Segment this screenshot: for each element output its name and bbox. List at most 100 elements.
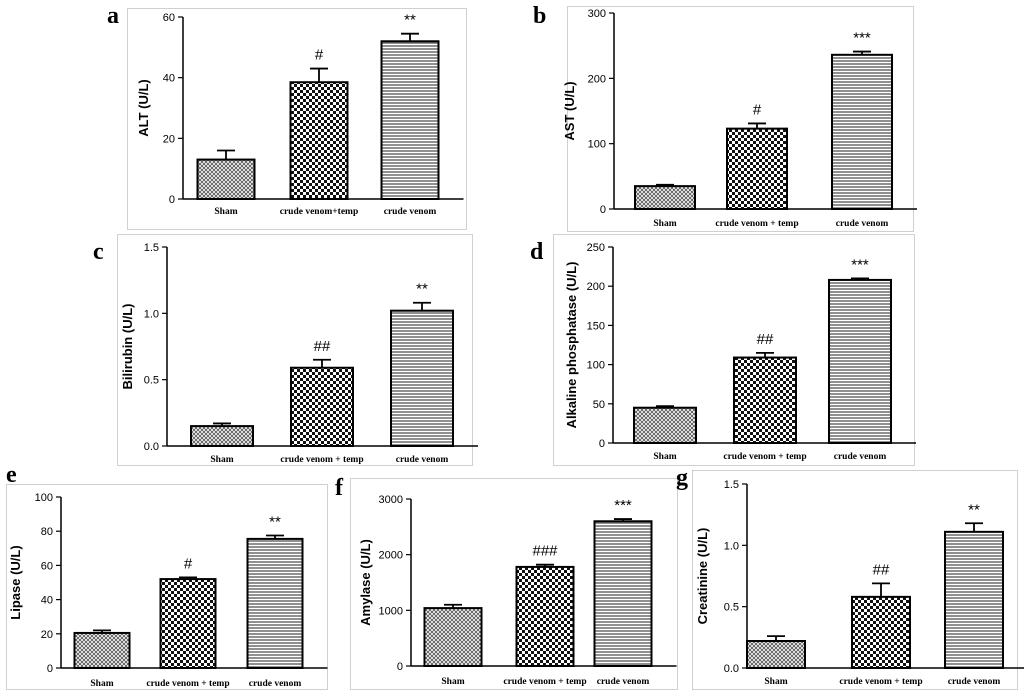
bar-c-1	[290, 366, 354, 447]
y-tick-label-a-0: 0	[169, 194, 175, 206]
panel-label-a: a	[107, 3, 119, 29]
category-label-c-1: crude venom + temp	[280, 455, 363, 465]
y-tick-label-e-1: 20	[41, 629, 53, 641]
panel-label-d: d	[530, 239, 544, 265]
bar-b-0	[634, 185, 696, 210]
category-label-g-0: Sham	[764, 677, 787, 687]
bar-g-1	[851, 595, 911, 669]
category-label-a-1: crude venom+temp	[280, 207, 359, 217]
y-tick-label-d-1: 50	[593, 399, 605, 411]
significance-e-2: **	[269, 513, 281, 530]
significance-g-2: **	[968, 501, 980, 518]
y-tick-label-e-0: 0	[47, 663, 53, 675]
category-label-a-2: crude venom	[384, 207, 437, 217]
y-tick-label-a-3: 60	[163, 12, 175, 24]
category-label-a-0: Sham	[214, 207, 237, 217]
y-tick-label-b-1: 100	[588, 139, 606, 151]
y-tick-label-a-1: 20	[163, 133, 175, 145]
category-label-b-2: crude venom	[836, 219, 889, 229]
bar-a-1	[289, 81, 349, 200]
category-label-d-2: crude venom	[834, 452, 887, 462]
y-tick-label-d-5: 250	[587, 242, 605, 254]
y-tick-label-c-0: 0.0	[144, 441, 159, 453]
y-axis-label-b: AST (U/L)	[562, 81, 577, 140]
significance-f-2: ***	[614, 497, 632, 514]
y-tick-label-g-2: 1.0	[724, 540, 739, 552]
y-tick-label-b-2: 200	[588, 73, 606, 85]
y-tick-label-b-3: 300	[588, 8, 606, 20]
category-label-e-0: Sham	[90, 679, 113, 689]
y-tick-label-b-0: 0	[600, 204, 606, 216]
y-axis-label-d: Alkaline phosphatase (U/L)	[564, 262, 579, 429]
y-tick-label-g-1: 0.5	[724, 602, 739, 614]
y-tick-label-g-0: 0.0	[724, 663, 739, 675]
bar-e-2	[246, 537, 304, 670]
y-tick-label-f-2: 2000	[379, 550, 403, 562]
bar-f-0	[423, 607, 483, 668]
y-tick-label-g-3: 1.5	[724, 479, 739, 491]
category-label-f-1: crude venom + temp	[503, 677, 586, 687]
significance-a-1: #	[315, 47, 324, 64]
y-tick-label-c-3: 1.5	[144, 242, 159, 254]
y-tick-label-e-2: 40	[41, 595, 53, 607]
significance-c-1: ##	[314, 338, 331, 355]
panel-label-c: c	[93, 239, 104, 265]
panel-label-b: b	[533, 3, 547, 29]
significance-d-1: ##	[757, 331, 774, 348]
category-label-e-2: crude venom	[249, 679, 302, 689]
y-tick-label-c-1: 0.5	[144, 375, 159, 387]
bar-d-1	[733, 356, 797, 445]
significance-e-1: #	[184, 555, 193, 572]
category-label-f-2: crude venom	[597, 677, 650, 687]
bar-a-2	[380, 40, 440, 201]
bar-g-0	[746, 640, 806, 669]
significance-a-2: **	[404, 12, 416, 29]
y-tick-label-d-0: 0	[599, 438, 605, 450]
y-tick-label-d-3: 150	[587, 320, 605, 332]
bar-b-1	[726, 127, 788, 210]
category-label-g-1: crude venom + temp	[839, 677, 922, 687]
significance-b-2: ***	[853, 30, 871, 47]
bar-c-2	[390, 309, 454, 447]
y-tick-label-d-4: 200	[587, 281, 605, 293]
y-tick-label-f-1: 1000	[379, 605, 403, 617]
y-axis-label-a: ALT (U/L)	[136, 79, 151, 137]
bar-e-0	[73, 631, 131, 670]
y-tick-label-f-0: 0	[397, 661, 403, 673]
y-tick-label-a-2: 40	[163, 73, 175, 85]
bar-e-1	[159, 578, 217, 670]
panel-label-f: f	[335, 475, 343, 501]
y-axis-label-g: Creatinine (U/L)	[695, 528, 710, 625]
bar-f-2	[593, 520, 653, 667]
y-tick-label-e-5: 100	[35, 492, 53, 504]
significance-b-1: #	[753, 101, 762, 118]
bar-g-2	[944, 530, 1004, 670]
category-label-c-2: crude venom	[396, 455, 449, 465]
category-label-d-1: crude venom + temp	[723, 452, 806, 462]
category-label-e-1: crude venom + temp	[146, 679, 229, 689]
bar-d-0	[633, 406, 697, 444]
significance-c-2: **	[416, 281, 428, 298]
bar-b-2	[831, 53, 893, 210]
bar-c-0	[190, 425, 254, 448]
category-label-c-0: Sham	[210, 455, 233, 465]
category-label-b-0: Sham	[653, 219, 676, 229]
category-label-b-1: crude venom + temp	[715, 219, 798, 229]
category-label-d-0: Sham	[653, 452, 676, 462]
y-tick-label-e-4: 80	[41, 526, 53, 538]
significance-d-2: ***	[851, 256, 869, 273]
bar-f-1	[515, 565, 575, 667]
bar-a-0	[196, 158, 256, 200]
y-axis-label-c: Bilirubin (U/L)	[120, 304, 135, 390]
y-tick-label-e-3: 60	[41, 560, 53, 572]
panel-label-e: e	[6, 462, 17, 488]
panel-label-g: g	[676, 465, 688, 491]
significance-f-1: ###	[532, 543, 558, 560]
y-tick-label-d-2: 100	[587, 360, 605, 372]
y-tick-label-f-3: 3000	[379, 494, 403, 506]
y-tick-label-c-2: 1.0	[144, 308, 159, 320]
y-axis-label-e: Lipase (U/L)	[8, 545, 23, 619]
significance-g-1: ##	[873, 561, 890, 578]
y-axis-label-f: Amylase (U/L)	[358, 539, 373, 626]
